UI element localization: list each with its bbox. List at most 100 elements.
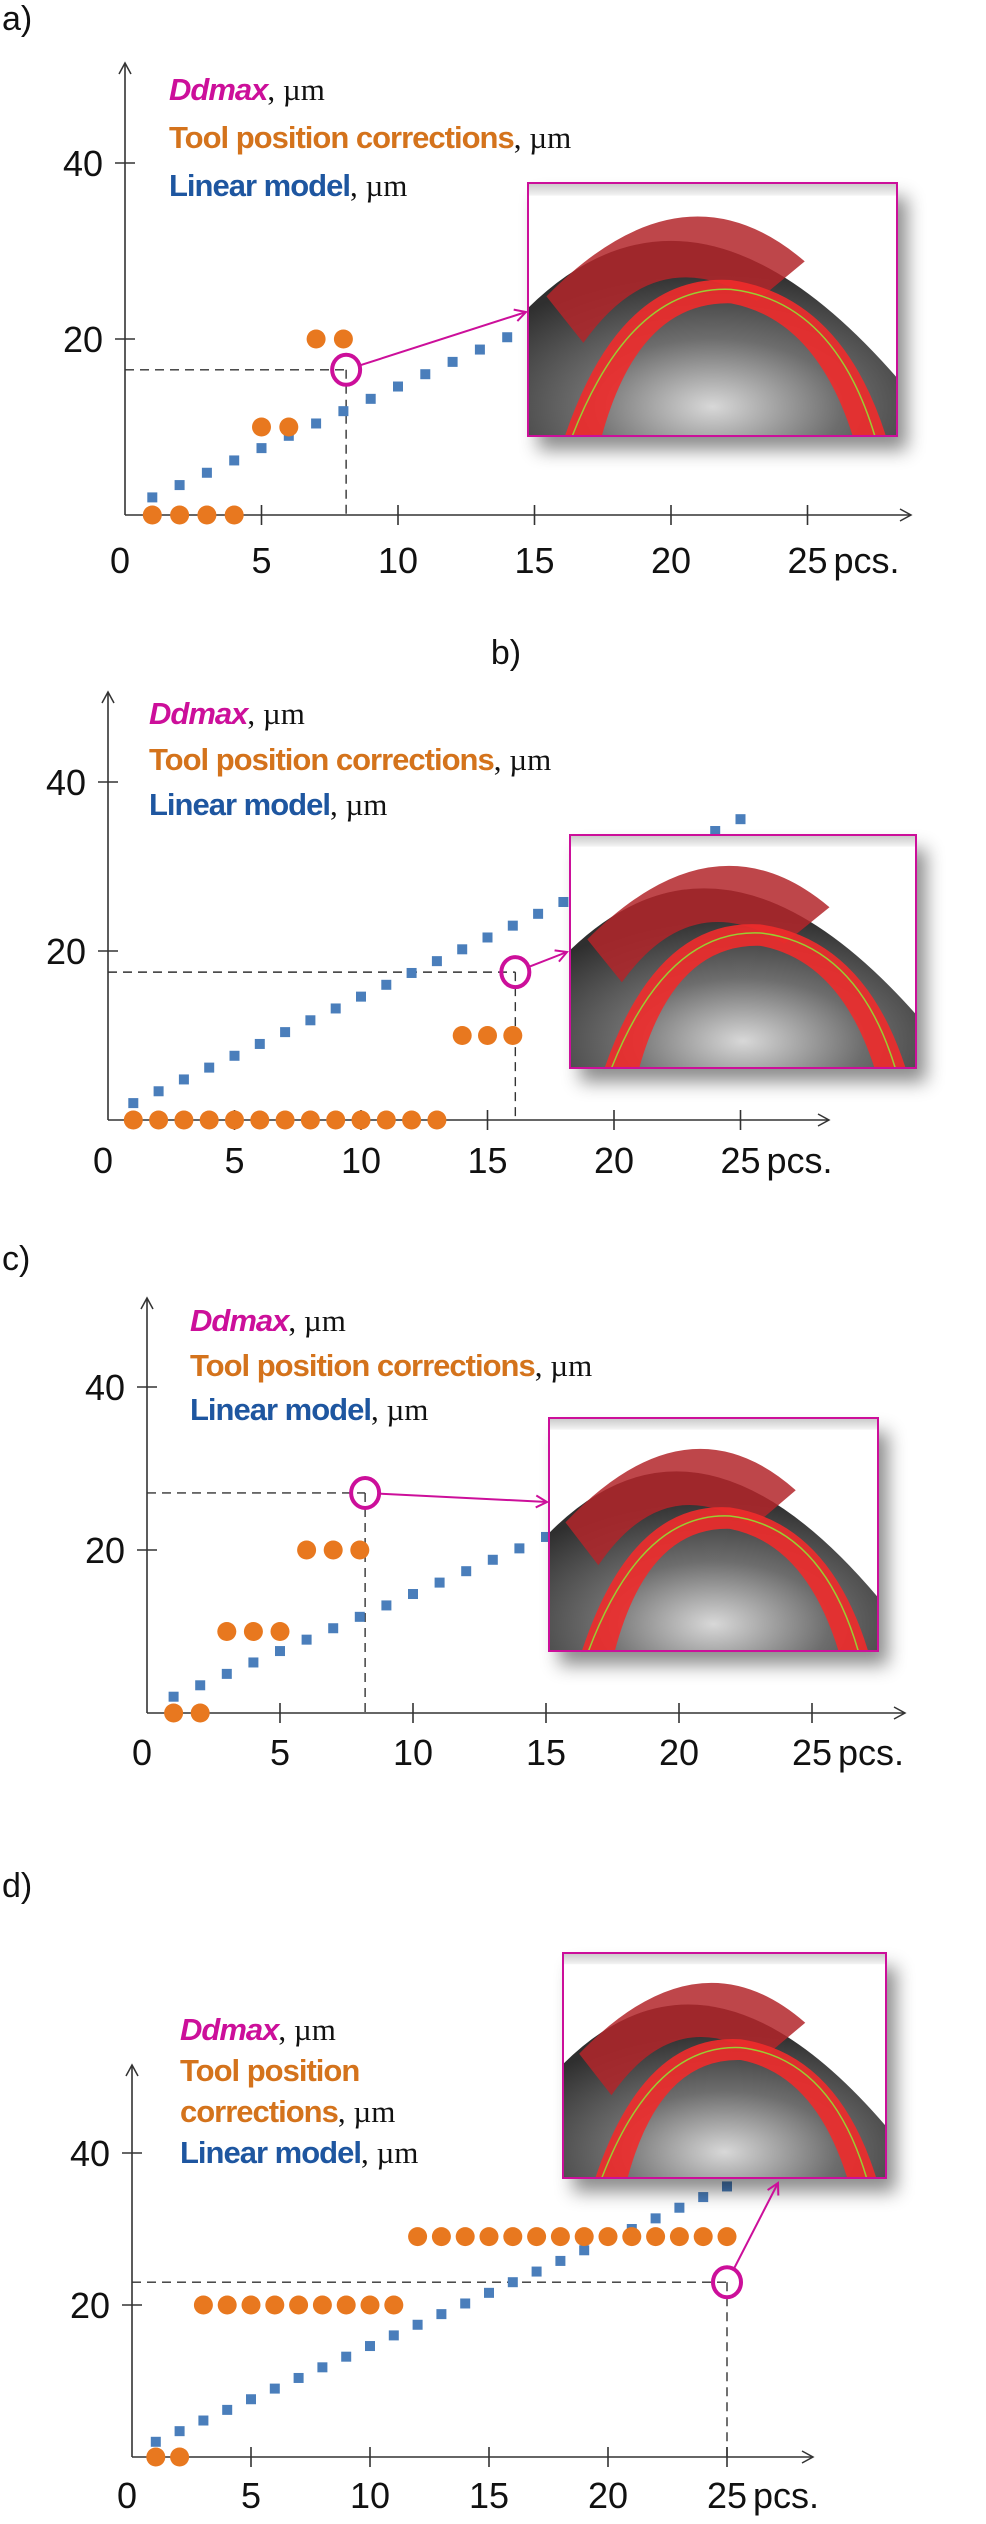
correction-point xyxy=(142,505,162,525)
correction-point xyxy=(646,2227,666,2247)
ddmax-arrow xyxy=(528,952,567,968)
legend-item-corrections: Tool position corrections, µm xyxy=(169,120,571,155)
correction-point xyxy=(452,1026,472,1045)
legend-item-ddmax: Ddmax, µm xyxy=(149,696,305,731)
inset-photo xyxy=(527,182,898,437)
linear-model-point xyxy=(150,2436,161,2447)
linear-model-point xyxy=(229,455,240,466)
legend-unit: , µm xyxy=(338,2094,395,2129)
linear-model-point xyxy=(558,896,569,907)
correction-point xyxy=(622,2227,642,2247)
linear-model-point xyxy=(650,2213,661,2224)
linear-model-point xyxy=(698,2192,709,2203)
legend-label: Linear model xyxy=(149,787,330,822)
correction-point xyxy=(170,505,190,525)
x-tick-label: 25 xyxy=(792,1732,832,1773)
correction-point xyxy=(217,2295,237,2315)
x-tick-label: 15 xyxy=(467,1140,507,1181)
correction-point xyxy=(408,2227,428,2247)
linear-model-point xyxy=(365,393,376,404)
panel-label: b) xyxy=(491,634,521,672)
linear-model-point xyxy=(674,2202,685,2213)
inset-photo xyxy=(569,834,917,1069)
linear-model-point xyxy=(174,2426,185,2437)
linear-model-point xyxy=(341,2351,352,2362)
correction-point xyxy=(197,505,217,525)
linear-model-point xyxy=(434,1577,445,1588)
inset-border xyxy=(569,834,917,1069)
y-tick-label: 40 xyxy=(85,1367,125,1408)
correction-point xyxy=(225,1110,244,1130)
correction-point xyxy=(297,1540,317,1560)
inset-top-band xyxy=(563,1953,886,1965)
linear-model-point xyxy=(147,492,158,503)
wear-region-edge xyxy=(581,1507,869,1651)
legend-unit: , µm xyxy=(267,72,324,107)
linear-model-point xyxy=(256,443,267,454)
correction-point xyxy=(360,2295,380,2315)
legend-unit: , µm xyxy=(514,120,571,155)
correction-point xyxy=(351,1110,371,1130)
x-tick-label: 5 xyxy=(251,540,271,581)
inset-border xyxy=(527,182,898,437)
x-tick-label: 0 xyxy=(117,2475,137,2516)
legend-item-linear: Linear model, µm xyxy=(190,1392,428,1427)
correction-point xyxy=(149,1110,169,1130)
linear-model-point xyxy=(246,2394,256,2405)
legend-unit: , µm xyxy=(278,2012,335,2047)
correction-point xyxy=(312,2295,332,2315)
x-tick-label: 20 xyxy=(588,2475,628,2516)
x-axis-label: pcs. xyxy=(838,1732,904,1773)
legend-label: Linear model xyxy=(190,1392,371,1427)
wear-region-edge xyxy=(604,924,906,1068)
linear-model-point xyxy=(248,1657,259,1668)
linear-model-point xyxy=(502,332,513,343)
correction-point xyxy=(265,2295,285,2315)
linear-model-point xyxy=(408,1589,418,1600)
legend-unit: , µm xyxy=(247,696,304,731)
legend-item-linear: Linear model, µm xyxy=(169,168,407,203)
y-tick-label: 40 xyxy=(70,2133,110,2174)
linear-model-point xyxy=(388,2330,399,2341)
legend-item-corrections: corrections, µm xyxy=(180,2094,395,2129)
x-axis-label: pcs. xyxy=(834,540,900,581)
linear-model-point xyxy=(507,920,518,931)
inset-photo xyxy=(562,1952,887,2179)
x-tick-label: 25 xyxy=(787,540,827,581)
legend-item-ddmax: Ddmax, µm xyxy=(169,72,325,107)
x-tick-label: 10 xyxy=(378,540,418,581)
wear-region-top xyxy=(587,865,830,983)
ddmax-arrow xyxy=(380,1492,547,1502)
linear-model-point xyxy=(293,2372,304,2383)
linear-model-point xyxy=(381,979,392,990)
linear-model-point xyxy=(381,1600,392,1611)
linear-model-point xyxy=(178,1074,189,1085)
correction-point xyxy=(478,1026,497,1045)
correction-point xyxy=(306,329,326,349)
correction-point xyxy=(170,2447,190,2467)
ddmax-arrow xyxy=(360,312,526,367)
legend-label: Tool position corrections xyxy=(149,742,494,777)
x-tick-label: 10 xyxy=(393,1732,433,1773)
x-tick-label: 0 xyxy=(110,540,130,581)
legend-label: Ddmax xyxy=(180,2012,281,2047)
legend-unit: , µm xyxy=(350,168,407,203)
inset-top-band xyxy=(528,183,897,196)
x-tick-label: 20 xyxy=(594,1140,634,1181)
correction-point xyxy=(384,2295,404,2315)
edge-contour xyxy=(610,932,896,1069)
legend-label: Tool position corrections xyxy=(190,1348,535,1383)
edge-contour xyxy=(571,288,876,437)
correction-point xyxy=(503,1026,523,1045)
inset-photo xyxy=(548,1417,879,1652)
x-tick-label: 25 xyxy=(720,1140,760,1181)
panel-label: c) xyxy=(2,1240,30,1278)
linear-model-point xyxy=(484,2287,494,2298)
y-tick-label: 20 xyxy=(70,2285,110,2326)
correction-point xyxy=(217,1622,237,1641)
legend-item-ddmax: Ddmax, µm xyxy=(190,1303,346,1338)
correction-point xyxy=(275,1110,295,1130)
